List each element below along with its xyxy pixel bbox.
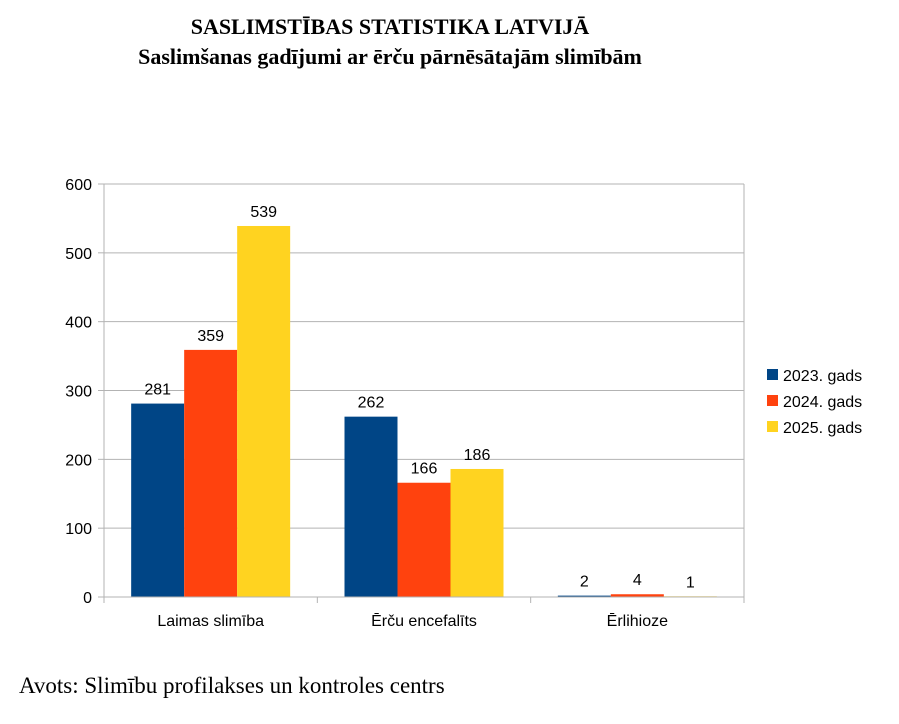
bar <box>237 225 291 597</box>
x-tick-label: Ērlihioze <box>607 612 668 630</box>
bar <box>610 594 664 597</box>
chart-title: SASLIMSTĪBAS STATISTIKA LATVIJĀ <box>190 14 590 39</box>
legend-swatch <box>767 395 778 406</box>
data-label: 262 <box>358 395 385 412</box>
x-tick-label: Laimas slimība <box>157 613 264 630</box>
data-label: 539 <box>250 204 277 221</box>
bar <box>557 595 611 597</box>
y-tick-label: 300 <box>65 384 92 401</box>
legend-swatch <box>767 369 778 380</box>
bar <box>397 482 451 597</box>
legend-label: 2025. gads <box>783 420 862 437</box>
legend-label: 2024. gads <box>783 394 862 411</box>
chart-subtitle: Saslimšanas gadījumi ar ērču pārnēsātajā… <box>138 44 642 69</box>
y-tick-label: 100 <box>65 521 92 538</box>
data-label: 281 <box>144 382 171 399</box>
bar <box>184 349 238 597</box>
data-labels: 281 359 539 262 166 186 2 4 1 <box>144 204 695 591</box>
data-label: 4 <box>633 572 642 589</box>
data-label: 1 <box>686 574 695 591</box>
data-label: 359 <box>197 328 224 345</box>
y-tick-label: 200 <box>65 452 92 469</box>
y-tick-label: 600 <box>65 177 92 194</box>
axes: 0 100 200 300 400 500 600 Laimas slimība Ērču en… <box>65 177 745 630</box>
legend-swatch <box>767 421 778 432</box>
y-tick-label: 500 <box>65 246 92 263</box>
x-tick-label: Ērču encefalīts <box>371 612 477 630</box>
bar <box>344 416 398 597</box>
legend-label: 2023. gads <box>783 368 862 385</box>
bar <box>450 468 504 597</box>
data-label: 186 <box>464 447 491 464</box>
source-note: Avots: Slimību profilakses un kontroles … <box>19 673 445 698</box>
bars <box>131 225 717 598</box>
legend: 2023. gads 2024. gads 2025. gads <box>767 368 862 437</box>
y-tick-label: 0 <box>83 590 92 607</box>
bar <box>131 403 185 597</box>
y-tick-label: 400 <box>65 315 92 332</box>
data-label: 2 <box>580 574 589 591</box>
data-label: 166 <box>411 461 438 478</box>
